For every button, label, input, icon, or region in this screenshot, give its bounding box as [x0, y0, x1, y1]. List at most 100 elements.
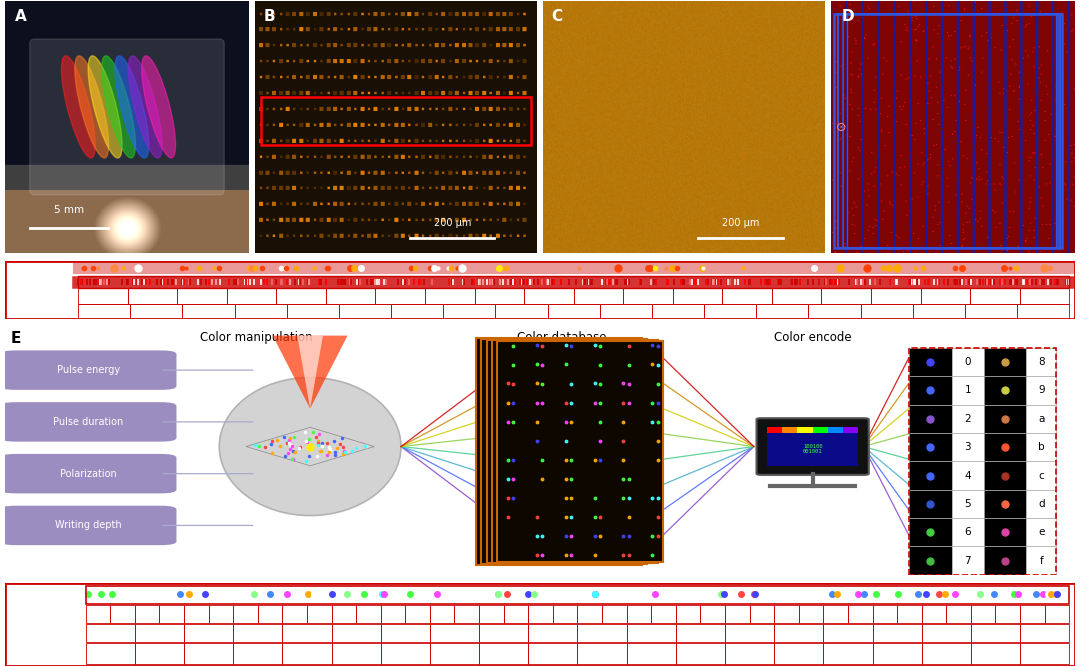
Text: j: j	[781, 307, 784, 317]
Text: 5: 5	[964, 499, 971, 509]
Text: 117: 117	[840, 628, 855, 637]
Bar	[774, 624, 823, 642]
Text: 3: 3	[1005, 610, 1010, 618]
Bar	[430, 605, 455, 623]
FancyBboxPatch shape	[0, 350, 176, 390]
Text: d: d	[550, 649, 556, 658]
Text: 01100001: 01100001	[387, 293, 415, 299]
Text: 9: 9	[1038, 386, 1044, 396]
Text: 6: 6	[1030, 610, 1035, 618]
Bar	[847, 14, 1056, 247]
Text: i: i	[206, 307, 211, 317]
Bar	[227, 288, 276, 303]
Bar	[177, 288, 227, 303]
Bar	[455, 605, 480, 623]
Ellipse shape	[89, 56, 122, 158]
Text: b: b	[1038, 442, 1044, 452]
Bar	[909, 405, 951, 433]
Text: 01100101: 01100101	[1030, 293, 1058, 299]
Bar	[909, 518, 951, 546]
Text: 32: 32	[597, 628, 607, 637]
Text: n: n	[465, 307, 473, 317]
Bar	[951, 348, 984, 376]
Bar	[131, 304, 183, 320]
Text: e: e	[353, 649, 360, 658]
Text: 4: 4	[964, 470, 971, 480]
Bar	[528, 605, 553, 623]
Text: 8: 8	[1038, 357, 1044, 367]
Bar	[78, 304, 131, 320]
Text: 110: 110	[497, 628, 511, 637]
Text: e: e	[1041, 649, 1048, 658]
Text: Decode: Decode	[8, 307, 49, 317]
Text: 6: 6	[734, 610, 740, 618]
Text: D: D	[841, 9, 854, 24]
FancyBboxPatch shape	[0, 454, 176, 494]
Bar	[602, 605, 626, 623]
Text: 2: 2	[588, 610, 592, 618]
Bar	[704, 304, 756, 320]
Bar	[970, 288, 1020, 303]
Bar	[1021, 624, 1069, 642]
Ellipse shape	[114, 56, 149, 158]
Text: d: d	[894, 649, 901, 658]
Bar	[951, 462, 984, 490]
Text: e: e	[309, 307, 316, 317]
Bar	[85, 605, 110, 623]
Bar	[921, 643, 971, 664]
Ellipse shape	[129, 56, 162, 158]
Text: r: r	[698, 649, 703, 658]
Bar	[528, 643, 578, 664]
Bar	[756, 304, 809, 320]
Bar	[332, 605, 356, 623]
Bar	[307, 605, 332, 623]
Text: 101: 101	[1038, 628, 1052, 637]
Bar	[443, 304, 496, 320]
Bar	[652, 304, 704, 320]
Text: 00100000: 00100000	[535, 293, 563, 299]
Text: P: P	[156, 649, 163, 658]
Bar	[135, 624, 184, 642]
Bar	[996, 605, 1021, 623]
Bar	[797, 427, 812, 433]
Text: 6: 6	[882, 610, 888, 618]
Bar	[984, 405, 1026, 433]
Bar	[725, 605, 750, 623]
Bar	[913, 304, 964, 320]
Bar	[430, 643, 480, 664]
Bar	[1026, 490, 1056, 518]
Bar	[626, 605, 651, 623]
Bar	[497, 341, 663, 562]
Text: 101: 101	[349, 628, 363, 637]
Text: Readout: Readout	[8, 277, 53, 287]
Bar	[921, 605, 946, 623]
Bar	[326, 288, 376, 303]
Bar	[951, 490, 984, 518]
Text: 7: 7	[964, 556, 971, 566]
Text: a: a	[809, 610, 813, 618]
Bar	[553, 605, 578, 623]
Text: 6: 6	[293, 610, 297, 618]
Text: 100: 100	[545, 628, 561, 637]
Text: 6: 6	[243, 610, 248, 618]
Text: 5: 5	[759, 610, 765, 618]
Text: ASCII: ASCII	[8, 626, 37, 636]
Bar	[984, 490, 1026, 518]
Bar	[573, 288, 623, 303]
Bar	[909, 348, 1056, 575]
Text: 80: 80	[647, 628, 656, 637]
Bar	[964, 304, 1017, 320]
Bar	[233, 624, 282, 642]
Bar	[135, 605, 160, 623]
Text: i: i	[256, 649, 259, 658]
Text: 01110101: 01110101	[783, 293, 811, 299]
Bar	[872, 288, 920, 303]
Text: d: d	[303, 649, 310, 658]
Text: 1: 1	[108, 628, 112, 637]
Text: 01100101: 01100101	[684, 293, 712, 299]
Text: E: E	[11, 331, 22, 346]
Text: 6: 6	[440, 610, 445, 618]
Bar	[1021, 643, 1069, 664]
Text: 01101001: 01101001	[931, 293, 959, 299]
Text: 01101001: 01101001	[188, 293, 216, 299]
